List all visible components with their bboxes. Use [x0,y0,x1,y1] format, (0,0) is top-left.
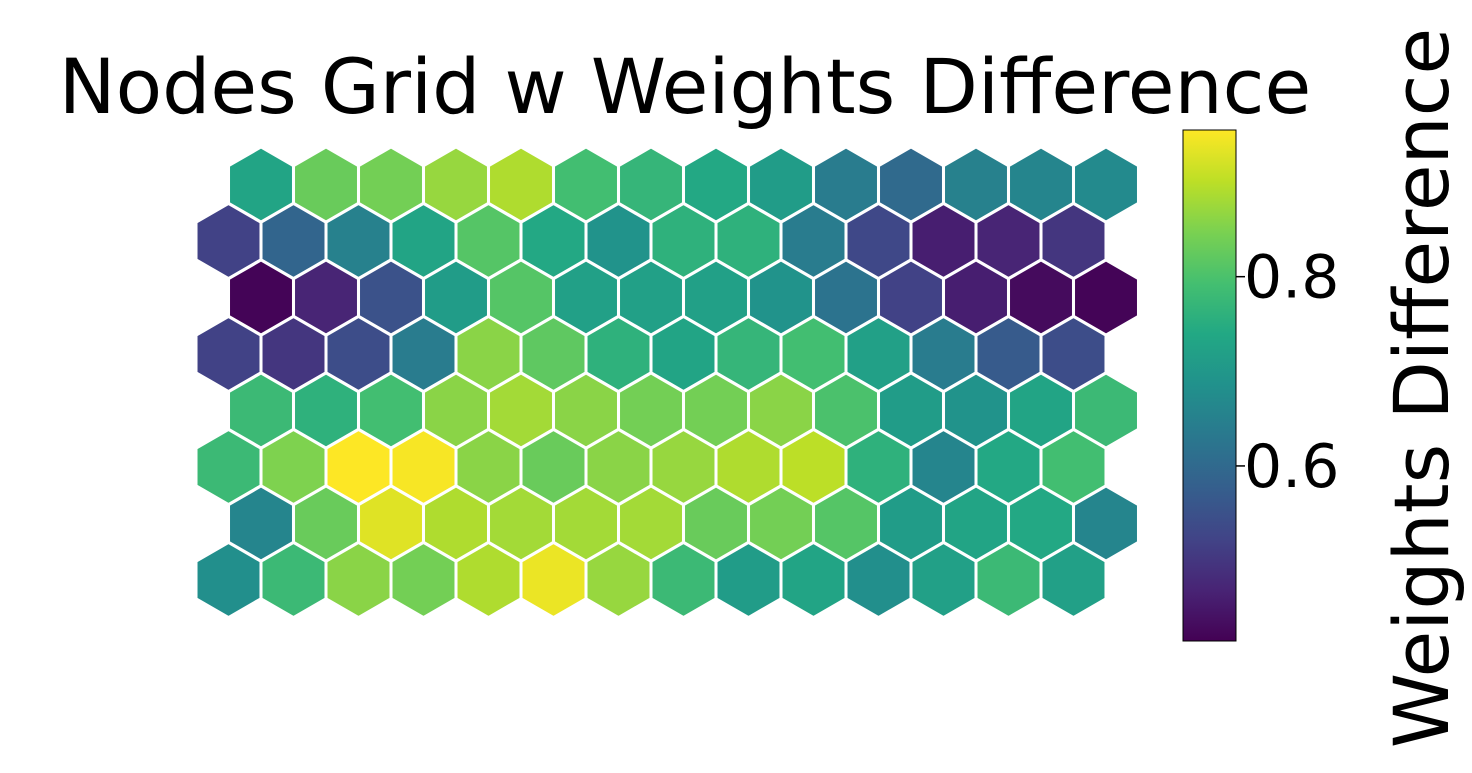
hex-cell [1039,540,1108,620]
colorbar-tick-label: 0.8 [1244,243,1339,313]
colorbar-gradient [1182,129,1237,642]
chart-title: Nodes Grid w Weights Difference [59,42,1311,131]
hex-grid [194,145,1140,620]
colorbar: 0.6 0.8 [1182,129,1339,642]
colorbar-ticks: 0.6 0.8 [1236,243,1339,502]
colorbar-tick-label: 0.6 [1244,432,1339,502]
colorbar-label: Weights Difference [1377,28,1466,748]
